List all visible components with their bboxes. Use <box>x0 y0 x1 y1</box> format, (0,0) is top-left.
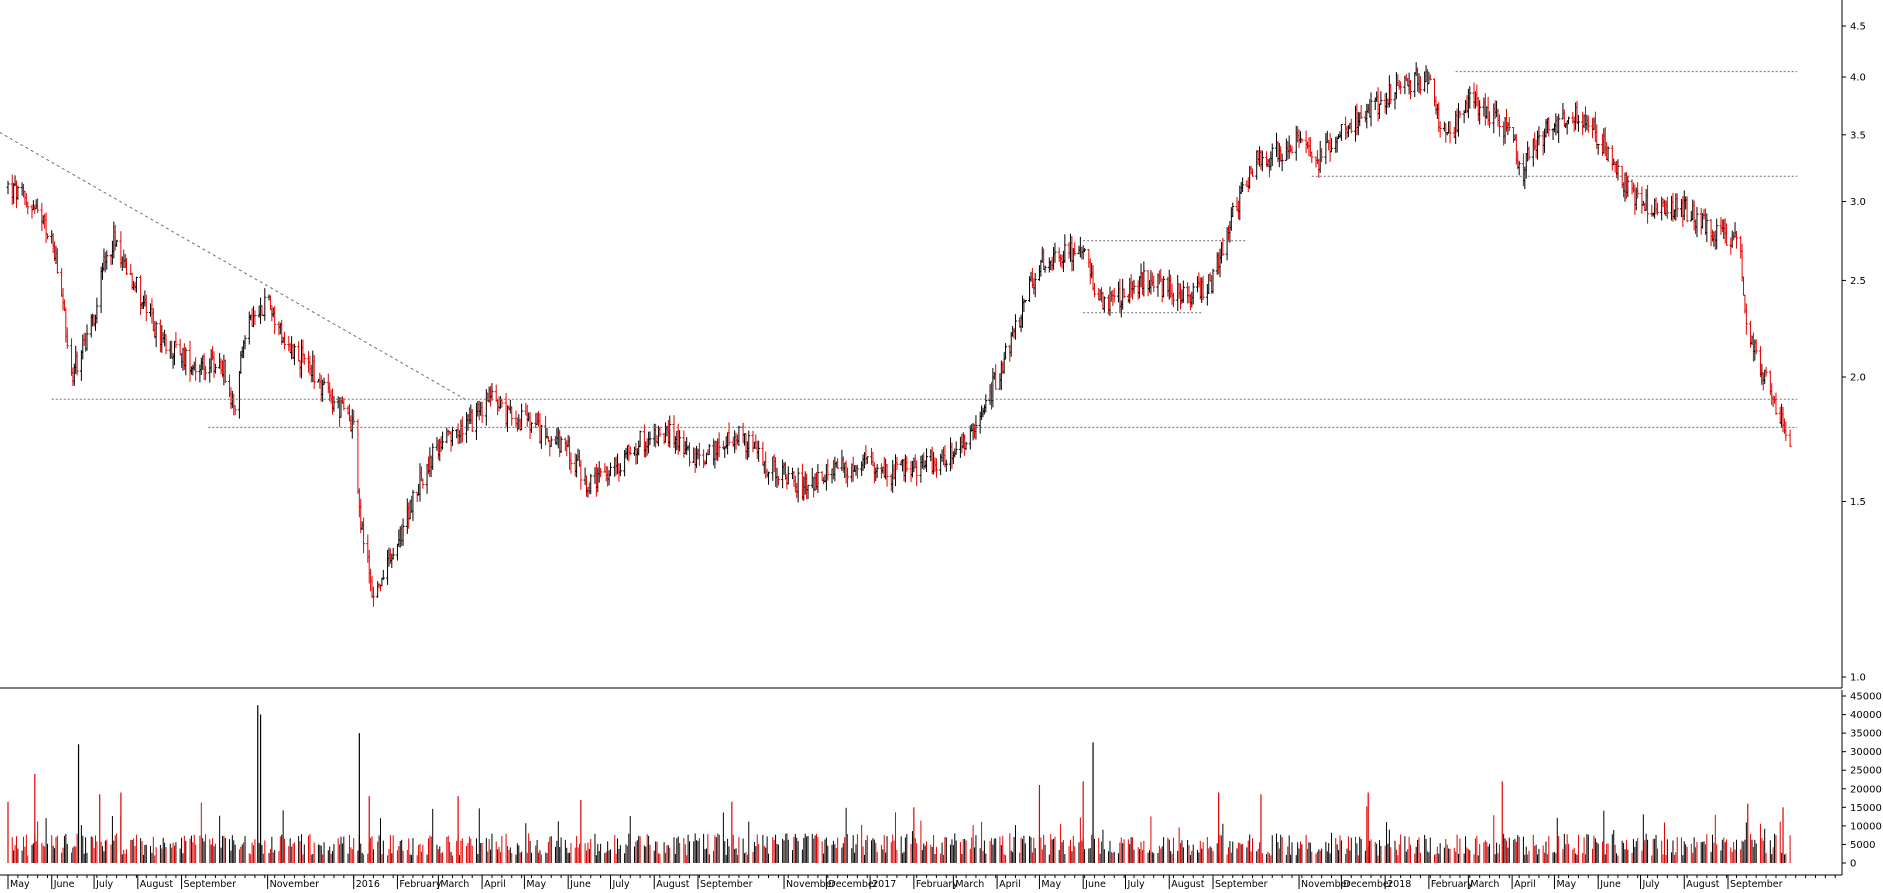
price-tick-label: 1.5 <box>1850 497 1866 508</box>
date-tick-label: March <box>1470 879 1499 889</box>
date-tick-label: February <box>399 879 441 889</box>
date-tick-label: June <box>1084 879 1106 889</box>
date-tick-label: July <box>1127 879 1145 889</box>
date-tick-label: July <box>95 879 113 889</box>
date-tick-label: November <box>1301 879 1351 889</box>
volume-tick-label: 20000 <box>1850 784 1882 795</box>
date-tick-label: April <box>484 879 506 889</box>
date-tick-label: September <box>700 879 753 889</box>
date-tick-label: December <box>1343 879 1392 889</box>
price-tick-label: 3.5 <box>1850 130 1866 141</box>
date-tick-label: August <box>1171 879 1205 889</box>
date-tick-label: May <box>1556 879 1576 889</box>
price-tick-label: 1.0 <box>1850 673 1866 684</box>
date-tick-label: April <box>1514 879 1536 889</box>
date-tick-label: July <box>1642 879 1660 889</box>
date-axis: May June July August September November 2016 Fe… <box>0 874 1842 890</box>
volume-tick-label: 10000 <box>1850 821 1882 832</box>
date-tick-label: August <box>656 879 690 889</box>
date-tick-label: May <box>10 879 30 889</box>
volume-tick-label: 15000 <box>1850 803 1882 814</box>
volume-panel: 45000 40000 35000 30000 25000 20000 15000 10000… <box>7 690 1882 875</box>
date-tick-label: December <box>828 879 877 889</box>
date-tick-label: September <box>1730 879 1783 889</box>
date-tick-label: June <box>569 879 591 889</box>
date-tick-label: 2016 <box>356 879 380 889</box>
price-tick-label: 3.0 <box>1850 197 1866 208</box>
date-tick-label: May <box>1041 879 1061 889</box>
date-tick-label: March <box>955 879 984 889</box>
date-tick-label: 2017 <box>872 879 896 889</box>
date-tick-label: May <box>526 879 546 889</box>
date-tick-label: July <box>611 879 629 889</box>
price-tick-label: 2.5 <box>1850 276 1866 287</box>
date-tick-label: 2018 <box>1387 879 1411 889</box>
date-tick-label: June <box>1599 879 1621 889</box>
volume-tick-label: 0 <box>1850 859 1856 870</box>
date-tick-label: November <box>270 879 320 889</box>
date-tick-label: September <box>1215 879 1268 889</box>
trendline <box>0 132 466 400</box>
volume-tick-label: 45000 <box>1850 692 1882 703</box>
volume-tick-label: 5000 <box>1850 840 1875 851</box>
price-tick-label: 4.0 <box>1850 73 1866 84</box>
volume-tick-label: 30000 <box>1850 747 1882 758</box>
price-panel: 1.0 1.5 2.0 2.5 3.0 3.5 4.0 4.5 <box>0 0 1866 689</box>
price-tick-label: 4.5 <box>1850 22 1866 33</box>
price-tick-label: 2.0 <box>1850 373 1866 384</box>
date-tick-label: February <box>1431 879 1473 889</box>
date-tick-label: November <box>786 879 836 889</box>
volume-tick-label: 40000 <box>1850 710 1882 721</box>
date-tick-label: August <box>140 879 174 889</box>
volume-tick-label: 35000 <box>1850 729 1882 740</box>
volume-tick-label: 25000 <box>1850 766 1882 777</box>
date-tick-label: June <box>53 879 75 889</box>
date-tick-label: February <box>916 879 958 889</box>
date-tick-label: August <box>1686 879 1720 889</box>
date-tick-label: March <box>440 879 469 889</box>
date-tick-label: September <box>184 879 237 889</box>
date-tick-label: April <box>999 879 1021 889</box>
